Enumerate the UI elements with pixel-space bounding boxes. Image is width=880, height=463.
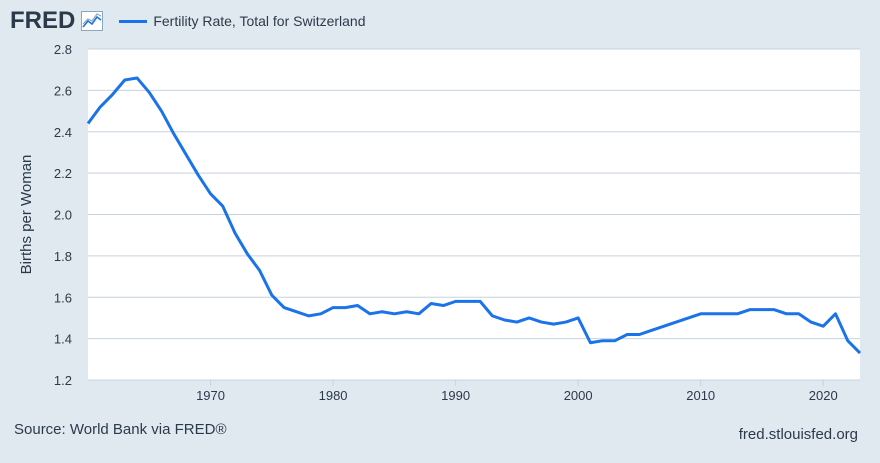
- data-point[interactable]: [122, 78, 127, 83]
- data-point[interactable]: [171, 131, 176, 136]
- data-point[interactable]: [294, 309, 299, 314]
- data-point[interactable]: [796, 311, 801, 316]
- data-point[interactable]: [135, 75, 140, 80]
- y-axis-label: Births per Woman: [18, 155, 35, 275]
- x-tick-label: 1980: [319, 388, 348, 403]
- grid-lines: [88, 48, 860, 381]
- y-tick-label: 2.2: [54, 166, 72, 181]
- data-point[interactable]: [698, 311, 703, 316]
- data-point[interactable]: [282, 305, 287, 310]
- data-point[interactable]: [429, 301, 434, 306]
- x-axis-ticks: 1970 1980 1990 2000 2010 2020: [196, 380, 838, 403]
- data-point[interactable]: [257, 268, 262, 273]
- data-point[interactable]: [527, 315, 532, 320]
- x-tick-label: 1970: [196, 388, 225, 403]
- data-point[interactable]: [539, 320, 544, 325]
- data-point[interactable]: [86, 121, 91, 126]
- data-point[interactable]: [404, 309, 409, 314]
- site-link[interactable]: fred.stlouisfed.org: [738, 426, 858, 443]
- data-point[interactable]: [784, 311, 789, 316]
- y-tick-label: 2.4: [54, 125, 72, 140]
- data-point[interactable]: [514, 320, 519, 325]
- data-point[interactable]: [208, 191, 213, 196]
- data-point[interactable]: [269, 293, 274, 298]
- data-point[interactable]: [306, 313, 311, 318]
- data-point[interactable]: [808, 320, 813, 325]
- data-point[interactable]: [637, 332, 642, 337]
- line-chart-icon: [81, 11, 104, 31]
- chart-legend: Fertility Rate, Total for Switzerland: [119, 13, 366, 29]
- x-tick-label: 2020: [809, 388, 838, 403]
- data-point[interactable]: [380, 309, 385, 314]
- legend-swatch: [119, 19, 148, 23]
- legend-label: Fertility Rate, Total for Switzerland: [153, 13, 366, 29]
- data-point[interactable]: [686, 315, 691, 320]
- data-point[interactable]: [747, 307, 752, 312]
- data-point[interactable]: [600, 338, 605, 343]
- data-point[interactable]: [355, 303, 360, 308]
- data-point[interactable]: [821, 324, 826, 329]
- data-point[interactable]: [245, 251, 250, 256]
- data-point[interactable]: [331, 305, 336, 310]
- data-point[interactable]: [576, 315, 581, 320]
- y-tick-label: 2.8: [54, 42, 72, 57]
- data-point[interactable]: [563, 320, 568, 325]
- x-tick-label: 2000: [564, 388, 593, 403]
- y-tick-label: 2.0: [54, 208, 72, 223]
- data-point[interactable]: [490, 313, 495, 318]
- data-point[interactable]: [453, 299, 458, 304]
- x-tick-label: 2010: [686, 388, 715, 403]
- y-tick-label: 1.6: [54, 290, 72, 305]
- data-point[interactable]: [502, 318, 507, 323]
- y-tick-label: 1.4: [54, 332, 72, 347]
- data-point[interactable]: [612, 338, 617, 343]
- data-point[interactable]: [833, 311, 838, 316]
- source-note: Source: World Bank via FRED®: [14, 421, 227, 438]
- data-point[interactable]: [233, 231, 238, 236]
- data-point[interactable]: [110, 92, 115, 97]
- y-tick-label: 1.2: [54, 373, 72, 388]
- data-point[interactable]: [343, 305, 348, 310]
- data-point[interactable]: [710, 311, 715, 316]
- data-point[interactable]: [674, 320, 679, 325]
- data-point[interactable]: [98, 104, 103, 109]
- data-point[interactable]: [759, 307, 764, 312]
- data-point[interactable]: [649, 328, 654, 333]
- data-point[interactable]: [723, 311, 728, 316]
- data-point[interactable]: [845, 338, 850, 343]
- series-line: [86, 76, 862, 355]
- data-point[interactable]: [318, 311, 323, 316]
- data-point[interactable]: [184, 152, 189, 157]
- data-point[interactable]: [858, 351, 863, 356]
- data-point[interactable]: [735, 311, 740, 316]
- data-point[interactable]: [772, 307, 777, 312]
- data-point[interactable]: [196, 173, 201, 178]
- data-point[interactable]: [392, 311, 397, 316]
- chart-header: FRED Fertility Rate, Total for Switzerla…: [10, 8, 366, 34]
- data-point[interactable]: [416, 311, 421, 316]
- data-point[interactable]: [147, 90, 152, 95]
- data-point[interactable]: [220, 204, 225, 209]
- data-point[interactable]: [367, 311, 372, 316]
- y-tick-label: 1.8: [54, 249, 72, 264]
- data-point[interactable]: [159, 109, 164, 114]
- data-point[interactable]: [478, 299, 483, 304]
- x-tick-label: 1990: [441, 388, 470, 403]
- data-point[interactable]: [441, 303, 446, 308]
- data-point[interactable]: [588, 340, 593, 345]
- y-axis-ticks: 1.2 1.4 1.6 1.8 2.0 2.2 2.4 2.6 2.8: [54, 42, 72, 388]
- data-point[interactable]: [465, 299, 470, 304]
- fred-logo[interactable]: FRED: [10, 7, 76, 34]
- data-point[interactable]: [551, 322, 556, 327]
- y-tick-label: 2.6: [54, 83, 72, 98]
- data-point[interactable]: [625, 332, 630, 337]
- data-point[interactable]: [661, 324, 666, 329]
